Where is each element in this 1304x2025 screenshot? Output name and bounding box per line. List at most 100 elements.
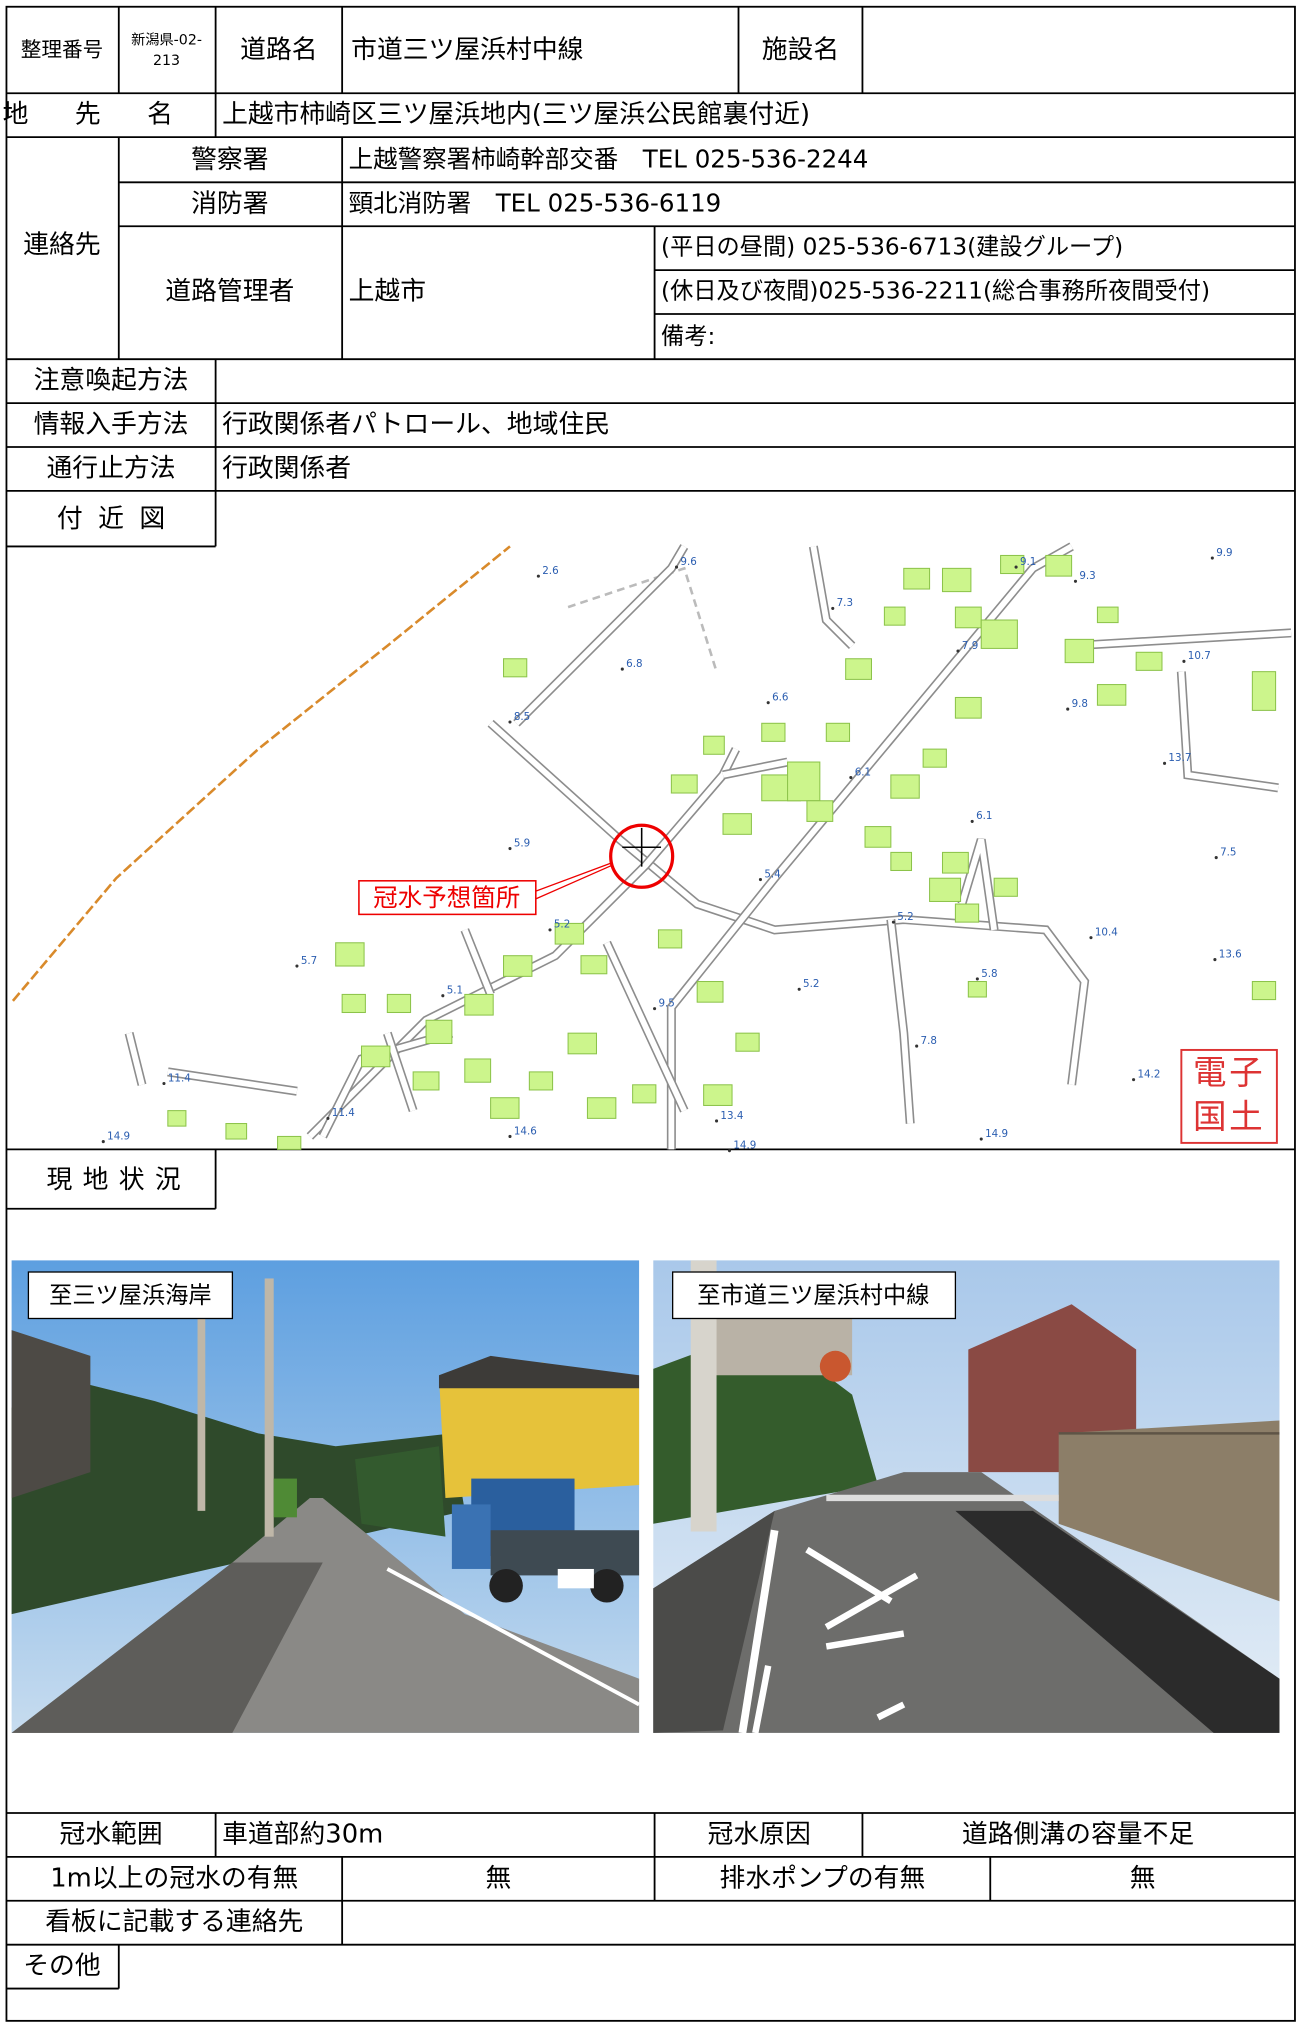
building — [586, 1097, 617, 1119]
night: (休日及び夜間)025-536-2211(総合事務所夜間受付) — [661, 278, 1210, 305]
building — [580, 955, 608, 975]
label: 看板に記載する連絡先 — [45, 1907, 303, 1937]
spot-dot — [1073, 579, 1078, 583]
building — [1135, 651, 1163, 671]
building — [903, 567, 931, 590]
spot-height: 6.6 — [772, 691, 788, 703]
spot-height: 9.6 — [680, 556, 696, 568]
building — [335, 942, 365, 967]
text-line: 国土 — [1193, 1097, 1265, 1136]
building — [954, 606, 982, 629]
building — [464, 1058, 492, 1083]
spot-dot — [979, 1137, 983, 1141]
spot-height: 9.3 — [1079, 570, 1095, 582]
spot-height: 11.4 — [168, 1072, 191, 1084]
building — [1064, 638, 1095, 664]
road — [384, 1032, 416, 1112]
building — [277, 1135, 302, 1150]
building — [490, 1097, 520, 1119]
text-line: 新潟県-02- — [131, 32, 202, 48]
road — [959, 838, 998, 931]
text-line: 電子 — [1193, 1053, 1265, 1092]
label: 道路管理者 — [165, 277, 294, 307]
spot-height: 9.8 — [1072, 698, 1088, 710]
table-grid — [5, 5, 1296, 2022]
pump-label: 排水ポンプの有無 — [720, 1863, 926, 1893]
spot-dot — [956, 649, 960, 653]
building — [806, 800, 834, 822]
road — [1071, 630, 1292, 649]
road — [1178, 671, 1279, 791]
leader-line — [535, 862, 613, 900]
spot-height: 14.9 — [107, 1130, 130, 1142]
spot-height: 5.1 — [447, 985, 463, 997]
building — [554, 922, 585, 945]
spot-height: 5.2 — [554, 919, 570, 931]
cause-label: 冠水原因 — [708, 1819, 811, 1849]
spot-height: 14.6 — [514, 1125, 537, 1137]
building — [954, 696, 982, 719]
value: 上越警察署柿崎幹部交番 TEL 025-536-2244 — [349, 144, 869, 173]
building — [941, 567, 972, 593]
spot-dot — [727, 1149, 732, 1153]
spot-height: 10.4 — [1095, 926, 1118, 938]
road — [604, 941, 687, 1112]
spot-dot — [766, 701, 770, 705]
spot-dot — [548, 928, 552, 932]
spot-dot — [536, 574, 540, 578]
spot-height: 14.9 — [985, 1128, 1008, 1140]
text-line: 213 — [153, 53, 180, 69]
building — [528, 1071, 554, 1091]
road — [462, 928, 494, 996]
roads — [124, 542, 1292, 1150]
spot-height: 10.7 — [1188, 650, 1211, 662]
spot-height: 11.4 — [332, 1107, 355, 1119]
value: 上越市柿崎区三ツ屋浜地内(三ツ屋浜公民館裏付近) — [222, 100, 810, 130]
building — [845, 658, 873, 680]
building — [941, 851, 969, 874]
caption-box — [27, 1271, 234, 1320]
building — [360, 1045, 391, 1068]
marker: 冠水予想箇所 — [373, 883, 520, 912]
flood-point-circle — [609, 823, 675, 889]
building — [1251, 980, 1277, 1001]
building — [503, 658, 528, 678]
building — [980, 619, 1018, 649]
spot-dot — [1132, 1078, 1136, 1082]
spot-dot — [441, 994, 445, 998]
spot-dot — [101, 1140, 105, 1144]
spot-height: 6.1 — [976, 810, 992, 822]
crosshair — [622, 827, 662, 867]
value: 行政関係者パトロール、地域住民 — [222, 410, 610, 440]
building — [1096, 606, 1119, 624]
building — [761, 722, 786, 742]
spot-dot — [831, 606, 835, 610]
spot-dot — [620, 667, 624, 671]
label: 連絡先 — [23, 230, 100, 260]
building — [412, 1071, 440, 1091]
building — [890, 851, 913, 871]
logo-box — [1180, 1048, 1278, 1144]
spot-dot — [1210, 556, 1214, 560]
spot-height: 5.9 — [514, 837, 530, 849]
label: 現地状況 — [46, 1165, 191, 1195]
building — [1000, 554, 1025, 575]
label: 警察署 — [191, 145, 268, 175]
road — [488, 721, 1088, 1086]
building — [1096, 684, 1127, 706]
spot-height: 5.2 — [803, 978, 819, 990]
building — [567, 1032, 597, 1055]
spot-dot — [758, 877, 763, 882]
building — [386, 993, 412, 1014]
building — [341, 993, 366, 1014]
spot-dot — [715, 1119, 719, 1123]
spot-dot — [1214, 856, 1218, 860]
spot-height: 9.5 — [658, 997, 674, 1009]
spot-dot — [326, 1116, 330, 1120]
spot-dot — [1163, 761, 1167, 765]
spot-dot — [1213, 958, 1217, 962]
building — [464, 993, 494, 1016]
spot-height: 14.2 — [1137, 1068, 1160, 1080]
